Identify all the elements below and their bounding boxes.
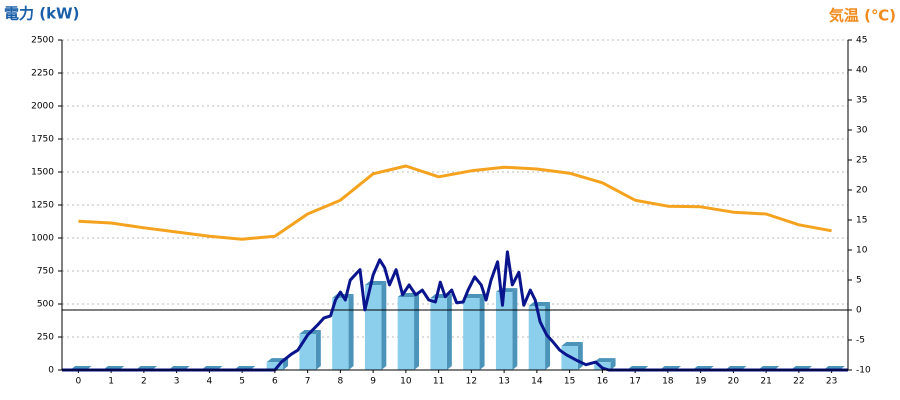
y2-tick-label: 10 xyxy=(856,246,868,256)
bar-side xyxy=(479,294,485,370)
bar-side xyxy=(315,329,321,370)
x-tick-label: 6 xyxy=(272,377,278,387)
x-tick-label: 3 xyxy=(174,377,180,387)
x-tick-label: 9 xyxy=(370,377,376,387)
y-tick-label: 2250 xyxy=(31,69,54,79)
bar xyxy=(495,288,518,370)
bar-side xyxy=(446,294,452,370)
x-tick-label: 16 xyxy=(597,377,609,387)
bar-front xyxy=(299,333,316,370)
y2-tick-label: 30 xyxy=(856,126,868,136)
y-tick-label: 0 xyxy=(48,366,54,376)
y-tick-label: 2500 xyxy=(31,36,54,46)
bar xyxy=(364,280,387,370)
y2-tick-label: 40 xyxy=(856,66,868,76)
x-tick-label: 8 xyxy=(338,377,344,387)
y-axis-title: 電力 (kW) xyxy=(4,5,79,23)
y2-tick-label: 5 xyxy=(856,276,862,286)
y-tick-label: 500 xyxy=(37,300,54,310)
y-tick-label: 1750 xyxy=(31,135,54,145)
bar xyxy=(561,341,583,370)
y2-tick-label: 25 xyxy=(856,156,867,166)
bar-front xyxy=(463,298,480,370)
bar-side xyxy=(610,358,616,370)
x-tick-label: 10 xyxy=(400,377,412,387)
y2-tick-label: 0 xyxy=(856,306,862,316)
x-tick-label: 2 xyxy=(141,377,147,387)
line-series xyxy=(62,250,848,372)
x-tick-label: 7 xyxy=(305,377,311,387)
bar-side xyxy=(414,293,420,370)
x-tick-label: 5 xyxy=(239,377,245,387)
bar-side xyxy=(381,280,387,370)
x-tick-label: 15 xyxy=(564,377,575,387)
x-tick-label: 0 xyxy=(76,377,82,387)
bar-top xyxy=(594,358,616,363)
y2-tick-label: 15 xyxy=(856,216,867,226)
x-tick-label: 1 xyxy=(108,377,114,387)
y2-tick-label: 45 xyxy=(856,36,867,46)
y-tick-label: 750 xyxy=(37,267,54,277)
y2-tick-label: -10 xyxy=(856,366,871,376)
bar-front xyxy=(332,298,349,370)
bar xyxy=(332,294,354,370)
x-tick-label: 4 xyxy=(207,377,213,387)
bar-front xyxy=(266,362,284,370)
bar-top xyxy=(528,301,551,306)
x-tick-label: 13 xyxy=(498,377,509,387)
x-tick-label: 12 xyxy=(466,377,477,387)
line-series xyxy=(78,164,832,241)
y-tick-label: 1250 xyxy=(31,201,54,211)
bar-front xyxy=(528,305,546,370)
bar-side xyxy=(512,288,518,370)
y-tick-label: 250 xyxy=(37,333,54,343)
y-tick-label: 1000 xyxy=(31,234,54,244)
bar-side xyxy=(577,341,583,370)
bar-front xyxy=(397,297,415,370)
x-tick-label: 11 xyxy=(433,377,444,387)
bar-side xyxy=(348,294,354,370)
bar xyxy=(299,329,321,370)
x-tick-label: 17 xyxy=(629,377,640,387)
x-tick-label: 23 xyxy=(826,377,837,387)
x-tick-label: 18 xyxy=(662,377,674,387)
x-tick-label: 22 xyxy=(793,377,804,387)
bar-side xyxy=(283,358,289,370)
x-tick-label: 14 xyxy=(531,377,543,387)
y-tick-label: 2000 xyxy=(31,102,54,112)
bar xyxy=(430,294,452,370)
bar-front xyxy=(495,292,513,370)
bar-front xyxy=(364,284,382,370)
x-tick-label: 20 xyxy=(728,377,740,387)
bar-top xyxy=(561,341,583,346)
y2-tick-label: 35 xyxy=(856,96,867,106)
y-tick-label: 1500 xyxy=(31,168,54,178)
bar-top xyxy=(463,294,485,299)
bar xyxy=(397,293,420,370)
bar-front xyxy=(430,298,447,370)
x-tick-label: 19 xyxy=(695,377,707,387)
y2-tick-label: -5 xyxy=(856,336,865,346)
bar xyxy=(463,294,485,370)
y2-axis-title: 気温 (℃) xyxy=(829,7,896,25)
y2-tick-label: 20 xyxy=(856,186,868,196)
x-tick-label: 21 xyxy=(760,377,771,387)
